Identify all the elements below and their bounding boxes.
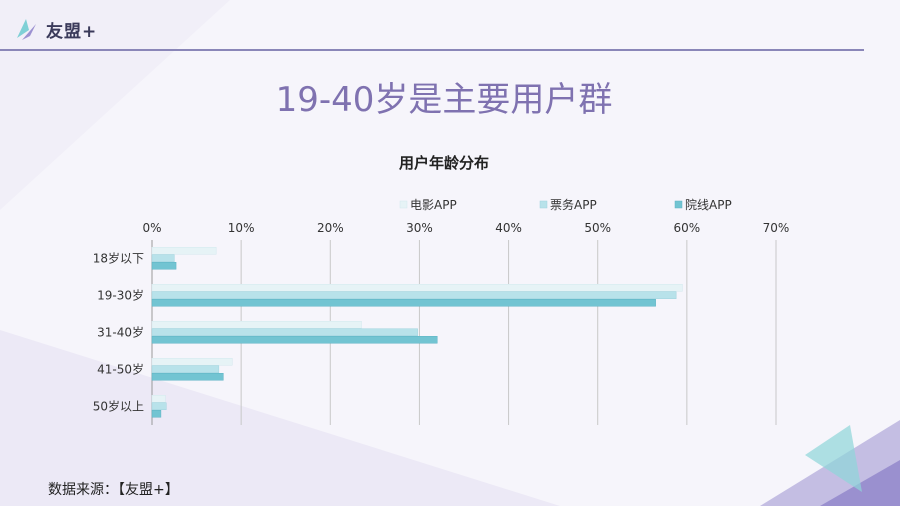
bar [151,321,362,329]
legend-label: 院线APP [685,198,732,212]
bar [151,395,166,403]
bar [151,373,224,381]
bar [151,247,217,255]
bar [151,365,220,373]
bar [151,254,175,262]
data-source-note: 数据来源：【友盟+】 [48,482,179,498]
bar [151,284,683,292]
bar [151,328,418,336]
bar [151,358,233,366]
slide-title: 19-40岁是主要用户群 [275,80,613,120]
header-divider [0,49,864,51]
legend-label: 票务APP [550,197,597,212]
x-tick-label: 30% [406,221,433,235]
legend-swatch [674,200,683,209]
corner-logo-shape [805,425,862,492]
x-tick-label: 10% [228,221,255,235]
bar [151,402,167,410]
bar [151,336,438,344]
category-label: 41-50岁 [97,362,144,377]
x-tick-label: 70% [763,221,790,235]
umeng-leaf-icon [17,19,36,40]
category-label: 18岁以下 [93,251,144,266]
bar [151,262,177,270]
category-label: 19-30岁 [97,288,144,303]
legend-label: 电影APP [410,198,457,212]
x-tick-label: 20% [317,221,344,235]
bar [151,410,162,418]
category-label: 31-40岁 [97,325,144,340]
bar [151,299,656,307]
legend-swatch [399,200,408,209]
category-label: 50岁以上 [93,399,144,414]
x-tick-label: 0% [142,221,161,235]
chart-title: 用户年龄分布 [398,154,489,172]
legend-swatch [539,200,548,209]
logo-text: 友盟+ [46,21,98,42]
bar [151,291,677,299]
x-tick-label: 50% [584,221,611,235]
x-tick-label: 60% [674,221,701,235]
x-tick-label: 40% [495,221,522,235]
brand-logo: 友盟+ [14,16,97,42]
